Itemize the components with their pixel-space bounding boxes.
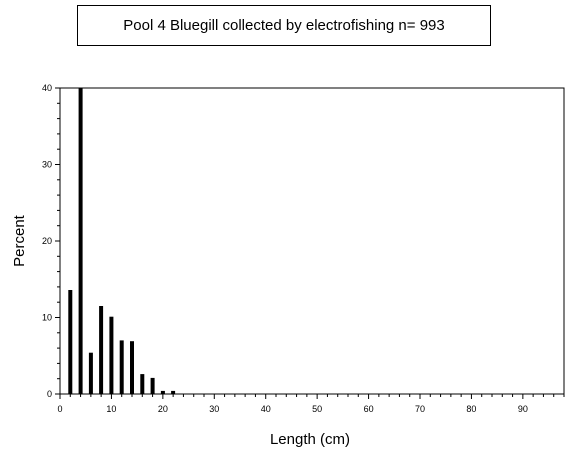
x-tick-label: 90	[518, 404, 528, 414]
x-tick-label: 50	[312, 404, 322, 414]
chart-title: Pool 4 Bluegill collected by electrofish…	[123, 17, 445, 34]
bar-6	[88, 352, 93, 394]
bar-16	[140, 374, 145, 394]
bar-22	[171, 390, 176, 394]
x-axis-title: Length (cm)	[270, 431, 350, 448]
bar-20	[160, 390, 165, 394]
y-axis-title: Percent	[11, 214, 28, 267]
bar-4	[78, 88, 83, 394]
bar-18	[150, 377, 155, 394]
x-tick-label: 60	[364, 404, 374, 414]
x-tick-label: 40	[261, 404, 271, 414]
plot-frame	[59, 87, 565, 395]
x-tick-label: 0	[57, 404, 62, 414]
bar-8	[99, 306, 104, 394]
x-tick-label: 70	[415, 404, 425, 414]
y-tick-label: 10	[42, 313, 52, 323]
y-tick-label: 40	[42, 83, 52, 93]
x-tick-label: 10	[106, 404, 116, 414]
bar-12	[119, 340, 124, 394]
x-tick-label: 20	[158, 404, 168, 414]
bar-2	[68, 290, 73, 394]
bar-10	[109, 316, 114, 394]
y-tick-label: 30	[42, 160, 52, 170]
bar-14	[130, 341, 134, 394]
x-tick-label: 30	[209, 404, 219, 414]
y-tick-label: 0	[47, 389, 52, 399]
x-tick-label: 80	[466, 404, 476, 414]
chart-title-box: Pool 4 Bluegill collected by electrofish…	[77, 5, 491, 46]
y-tick-label: 20	[42, 236, 52, 246]
